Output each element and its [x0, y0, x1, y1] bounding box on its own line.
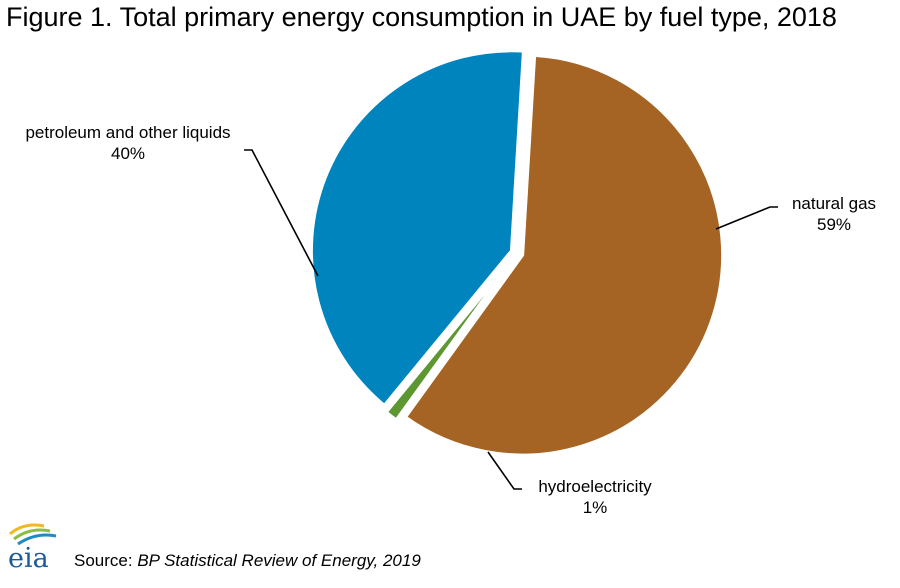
- label-hydroelectricity-name: hydroelectricity: [538, 477, 652, 496]
- label-petroleum-value: 40%: [110, 144, 146, 163]
- label-petroleum-name: petroleum and other liquids: [25, 123, 231, 142]
- label-natural-gas-value: 59%: [816, 215, 852, 234]
- pie-slice-natural-gas: [403, 53, 725, 457]
- eia-logo: eia: [6, 520, 62, 577]
- leader-lines: [244, 149, 778, 490]
- leader-hydroelectricity: [487, 451, 522, 490]
- label-hydroelectricity: hydroelectricity 1%: [525, 476, 665, 518]
- source-title: BP Statistical Review of Energy, 2019: [137, 551, 421, 570]
- label-natural-gas: natural gas 59%: [778, 193, 890, 235]
- pie-slice-hydroelectricity: [384, 256, 515, 422]
- chart-title: Figure 1. Total primary energy consumpti…: [6, 2, 837, 32]
- label-petroleum: petroleum and other liquids 40%: [8, 122, 248, 164]
- label-hydroelectricity-value: 1%: [582, 498, 608, 517]
- source-prefix: Source:: [74, 551, 138, 570]
- eia-logo-text: eia: [8, 543, 49, 572]
- leader-petroleum: [244, 149, 319, 277]
- pie-slice-petroleum-and-other-liquids: [309, 49, 525, 408]
- pie-chart: [244, 49, 778, 490]
- source-note: Source: BP Statistical Review of Energy,…: [74, 551, 421, 571]
- label-natural-gas-name: natural gas: [791, 194, 877, 213]
- pie-slices: [309, 49, 725, 457]
- leader-natural-gas: [715, 206, 778, 230]
- footer: eia Source: BP Statistical Review of Ene…: [0, 520, 900, 588]
